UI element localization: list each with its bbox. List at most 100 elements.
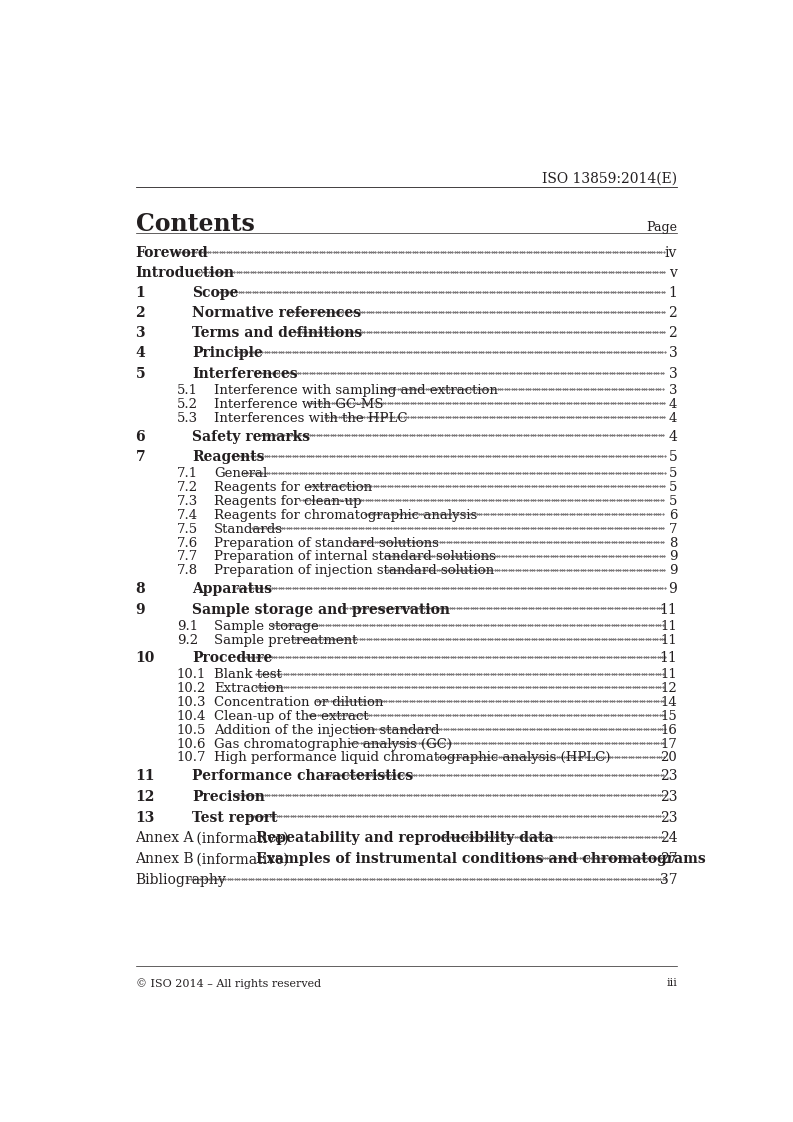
Text: 7.7: 7.7 [177,551,198,563]
Text: 15: 15 [661,710,677,723]
Text: Sample pretreatment: Sample pretreatment [214,634,357,646]
Text: 6: 6 [668,509,677,522]
Text: 7.3: 7.3 [177,495,198,508]
Text: 10.7: 10.7 [177,752,206,764]
Text: 9: 9 [668,551,677,563]
Text: 7.8: 7.8 [177,564,197,578]
Text: Safety remarks: Safety remarks [192,430,310,443]
Text: Preparation of internal standard solutions: Preparation of internal standard solutio… [214,551,496,563]
Text: 9: 9 [668,582,677,596]
Text: ISO 13859:2014(E): ISO 13859:2014(E) [542,172,677,185]
Text: 27: 27 [660,853,677,866]
Text: (informative): (informative) [192,831,293,846]
Text: Introduction: Introduction [136,266,235,280]
Text: Repeatability and reproducibility data: Repeatability and reproducibility data [256,831,554,846]
Text: 10.3: 10.3 [177,696,206,709]
Text: 2: 2 [668,327,677,340]
Text: iv: iv [665,247,677,260]
Text: Test report: Test report [192,811,278,825]
Text: 8: 8 [136,582,145,596]
Text: 10.1: 10.1 [177,669,206,681]
Text: 5: 5 [669,481,677,494]
Text: Interference with GC-MS: Interference with GC-MS [214,398,383,411]
Text: 9.2: 9.2 [177,634,197,646]
Text: Clean-up of the extract: Clean-up of the extract [214,710,369,723]
Text: Standards: Standards [214,523,283,535]
Text: Performance characteristics: Performance characteristics [192,769,413,783]
Text: 23: 23 [660,769,677,783]
Text: Preparation of standard solutions: Preparation of standard solutions [214,536,439,550]
Text: Interferences: Interferences [192,367,297,381]
Text: 4: 4 [136,347,145,360]
Text: 3: 3 [668,384,677,397]
Text: Bibliography: Bibliography [136,873,226,888]
Text: 24: 24 [660,831,677,846]
Text: 1: 1 [668,286,677,301]
Text: © ISO 2014 – All rights reserved: © ISO 2014 – All rights reserved [136,977,320,988]
Text: Gas chromatographic analysis (GC): Gas chromatographic analysis (GC) [214,737,452,751]
Text: 11: 11 [660,603,677,617]
Text: 4: 4 [669,398,677,411]
Text: Blank test: Blank test [214,669,282,681]
Text: 11: 11 [661,619,677,633]
Text: 10: 10 [136,651,155,665]
Text: 8: 8 [669,536,677,550]
Text: 23: 23 [660,790,677,803]
Text: Page: Page [646,221,677,233]
Text: Reagents for clean-up: Reagents for clean-up [214,495,362,508]
Text: 7.6: 7.6 [177,536,198,550]
Text: 10.6: 10.6 [177,737,206,751]
Text: 11: 11 [660,651,677,665]
Text: Sample storage and preservation: Sample storage and preservation [192,603,450,617]
Text: Precision: Precision [192,790,265,803]
Text: Reagents: Reagents [192,450,265,465]
Text: 4: 4 [668,430,677,443]
Text: 20: 20 [661,752,677,764]
Text: 13: 13 [136,811,155,825]
Text: 17: 17 [661,737,677,751]
Text: v: v [669,266,677,280]
Text: Annex B: Annex B [136,853,194,866]
Text: 5.1: 5.1 [177,384,197,397]
Text: 2: 2 [668,306,677,321]
Text: Reagents for chromatographic analysis: Reagents for chromatographic analysis [214,509,477,522]
Text: 11: 11 [661,669,677,681]
Text: 12: 12 [661,682,677,696]
Text: Sample storage: Sample storage [214,619,319,633]
Text: High performance liquid chromatographic analysis (HPLC): High performance liquid chromatographic … [214,752,611,764]
Text: Preparation of injection standard solution: Preparation of injection standard soluti… [214,564,494,578]
Text: Principle: Principle [192,347,262,360]
Text: 16: 16 [661,724,677,737]
Text: 9: 9 [668,564,677,578]
Text: 14: 14 [661,696,677,709]
Text: Apparatus: Apparatus [192,582,272,596]
Text: Examples of instrumental conditions and chromatograms: Examples of instrumental conditions and … [256,853,706,866]
Text: 10.2: 10.2 [177,682,206,696]
Text: 7.5: 7.5 [177,523,197,535]
Text: 5: 5 [668,450,677,465]
Text: Annex A: Annex A [136,831,194,846]
Text: 7: 7 [668,523,677,535]
Text: Terms and definitions: Terms and definitions [192,327,362,340]
Text: Addition of the injection standard: Addition of the injection standard [214,724,439,737]
Text: 37: 37 [660,873,677,888]
Text: Foreword: Foreword [136,247,209,260]
Text: 11: 11 [136,769,155,783]
Text: Extraction: Extraction [214,682,284,696]
Text: 3: 3 [668,367,677,381]
Text: 5: 5 [669,467,677,480]
Text: 12: 12 [136,790,155,803]
Text: 1: 1 [136,286,145,301]
Text: Interferences with the HPLC: Interferences with the HPLC [214,412,408,425]
Text: 7.1: 7.1 [177,467,197,480]
Text: Normative references: Normative references [192,306,362,321]
Text: 10.4: 10.4 [177,710,206,723]
Text: General: General [214,467,267,480]
Text: 2: 2 [136,306,145,321]
Text: Procedure: Procedure [192,651,273,665]
Text: 7: 7 [136,450,145,465]
Text: 3: 3 [668,347,677,360]
Text: 4: 4 [669,412,677,425]
Text: iii: iii [666,977,677,987]
Text: Contents: Contents [136,212,255,236]
